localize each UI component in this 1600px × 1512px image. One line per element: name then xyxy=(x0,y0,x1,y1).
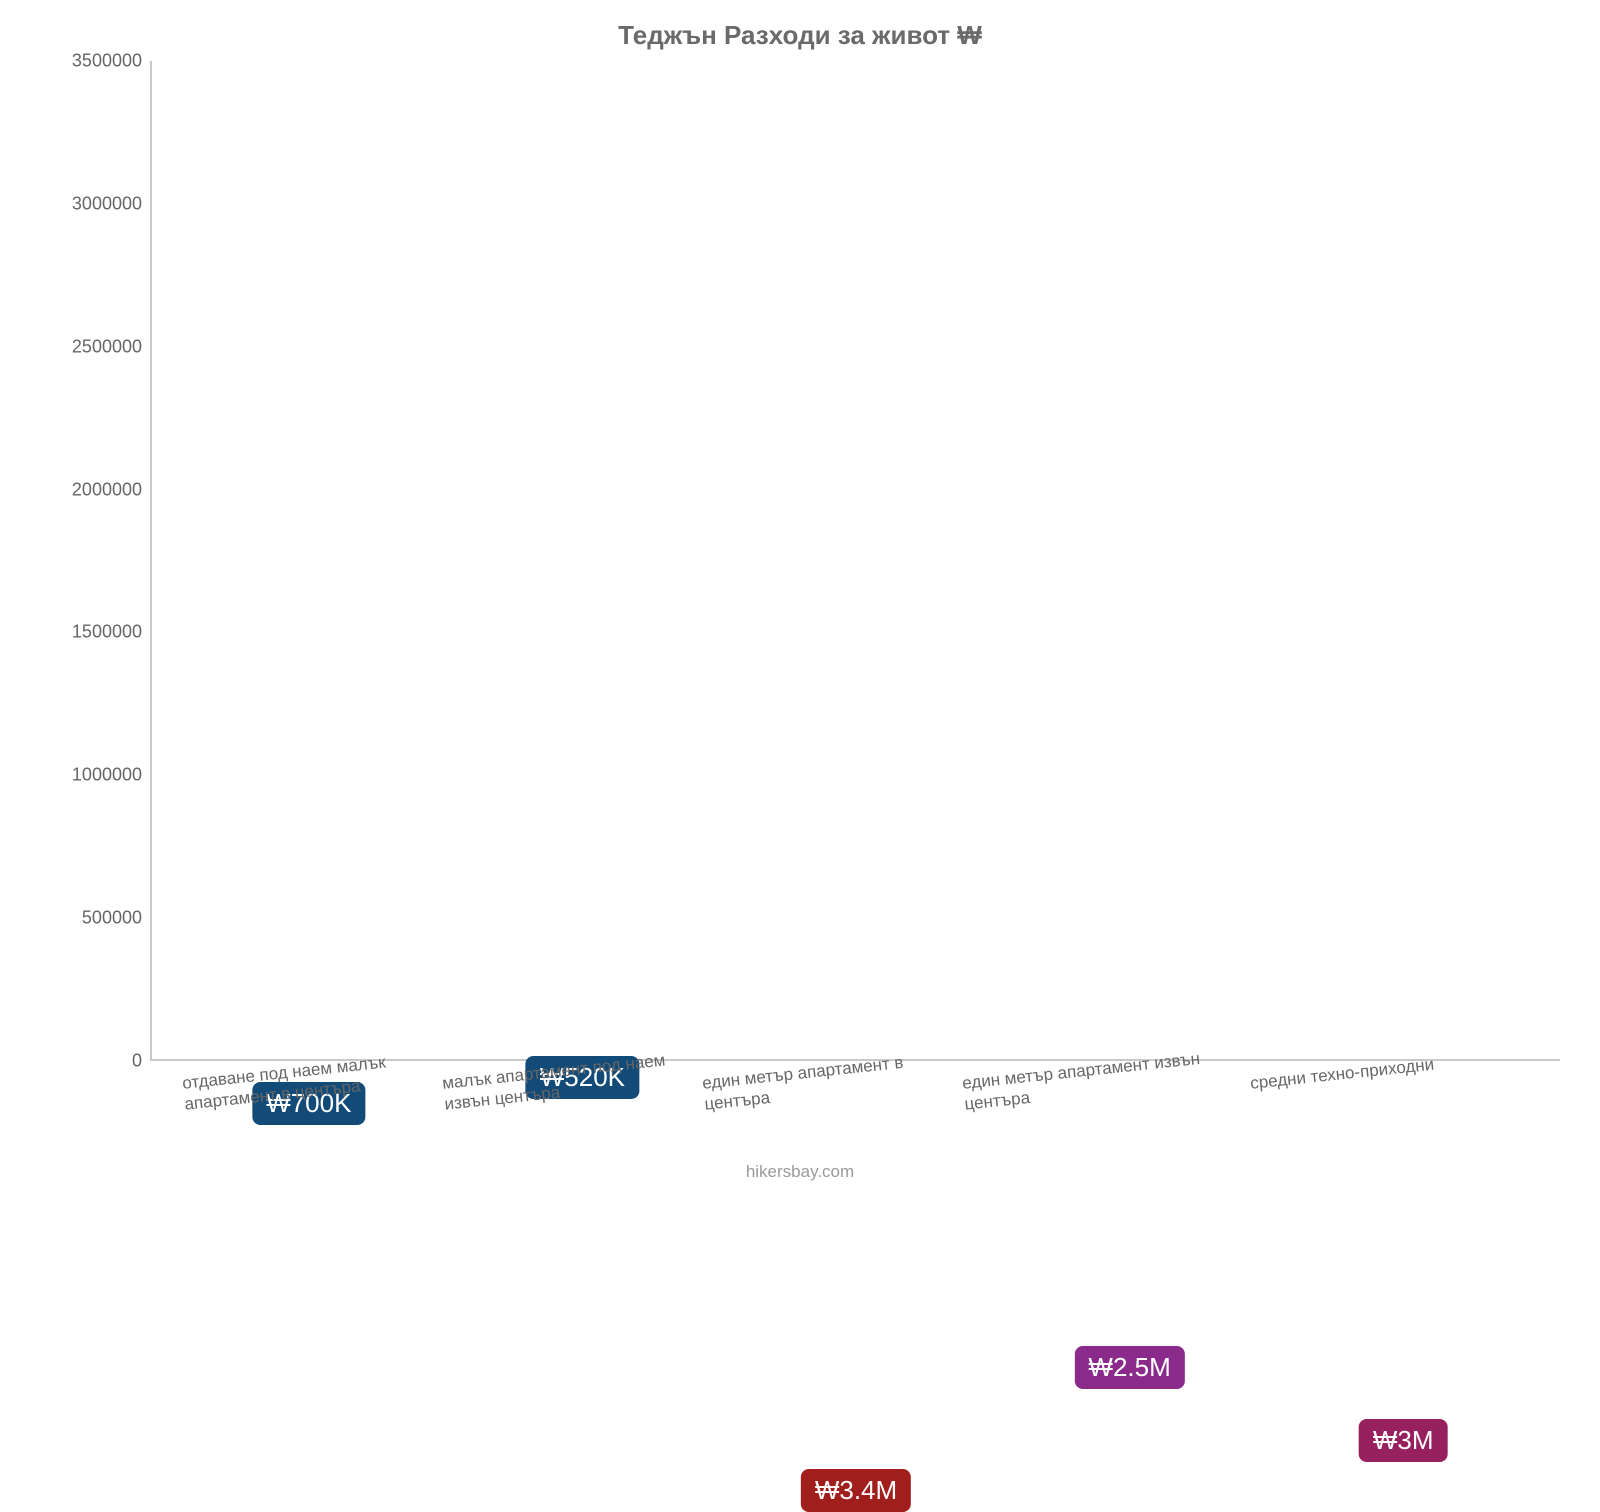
y-tick: 2000000 xyxy=(32,479,142,500)
cost-of-living-chart: Теджън Разходи за живот ₩ 05000001000000… xyxy=(0,0,1600,1200)
attribution: hikersbay.com xyxy=(0,1162,1600,1182)
plot-row: 0500000100000015000002000000250000030000… xyxy=(40,61,1560,1061)
x-tick-slot: средни техно-приходни xyxy=(1210,1061,1470,1116)
plot-area: ₩700K₩520K₩3.4M₩2.5M₩3M xyxy=(150,61,1560,1061)
y-tick: 1500000 xyxy=(32,622,142,643)
x-tick-slot: един метър апартамент извън центъра xyxy=(950,1061,1210,1116)
y-tick: 3500000 xyxy=(32,51,142,72)
bars-container: ₩700K₩520K₩3.4M₩2.5M₩3M xyxy=(152,61,1560,1059)
y-tick: 2500000 xyxy=(32,336,142,357)
y-tick: 3000000 xyxy=(32,193,142,214)
y-tick: 1000000 xyxy=(32,765,142,786)
bar-value-label: ₩3M xyxy=(1359,1419,1448,1462)
x-tick-slot: един метър апартамент в центъра xyxy=(690,1061,950,1116)
chart-title: Теджън Разходи за живот ₩ xyxy=(40,20,1560,51)
y-tick: 0 xyxy=(32,1051,142,1072)
x-tick-slot: малък апартамент под наем извън центъра xyxy=(430,1061,690,1116)
y-axis: 0500000100000015000002000000250000030000… xyxy=(40,61,150,1061)
bar-value-label: ₩2.5M xyxy=(1074,1346,1184,1389)
bar-value-label: ₩3.4M xyxy=(801,1469,911,1512)
y-tick: 500000 xyxy=(32,908,142,929)
